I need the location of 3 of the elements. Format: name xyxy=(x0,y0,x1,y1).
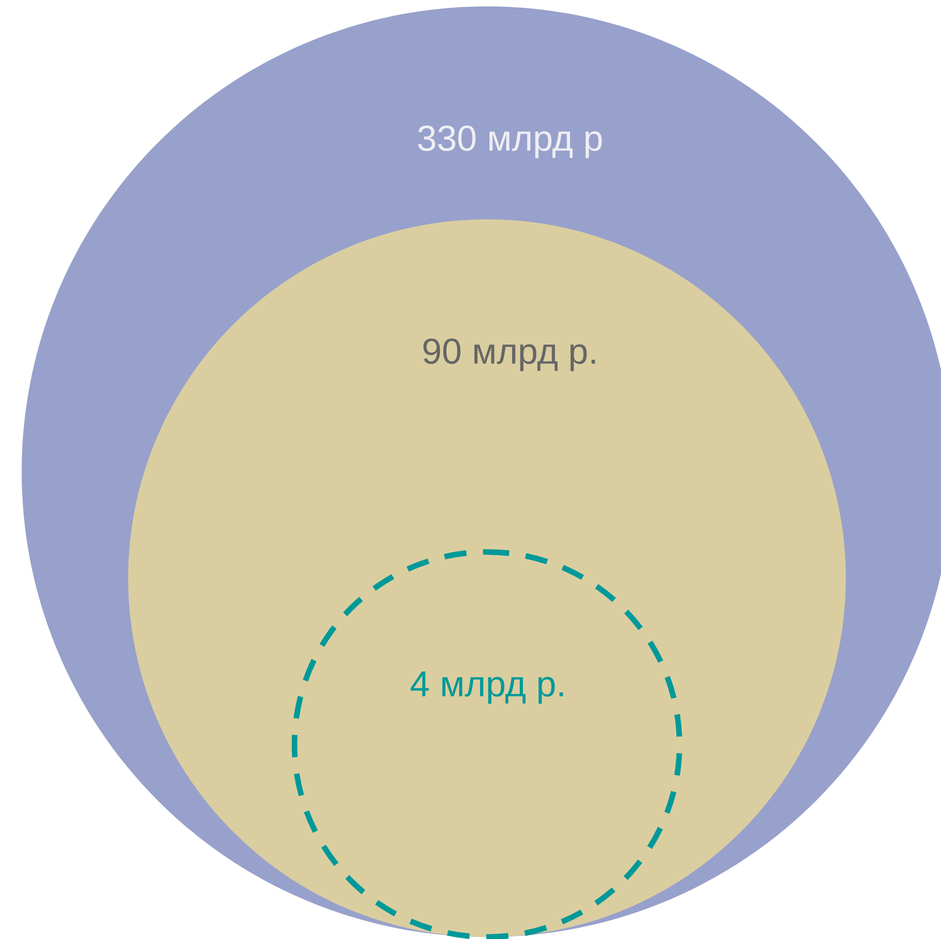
data-label: 90 млрд р. xyxy=(423,338,596,372)
data-label: 330 млрд р xyxy=(418,125,602,158)
data-label: 4 млрд р. xyxy=(410,671,563,704)
